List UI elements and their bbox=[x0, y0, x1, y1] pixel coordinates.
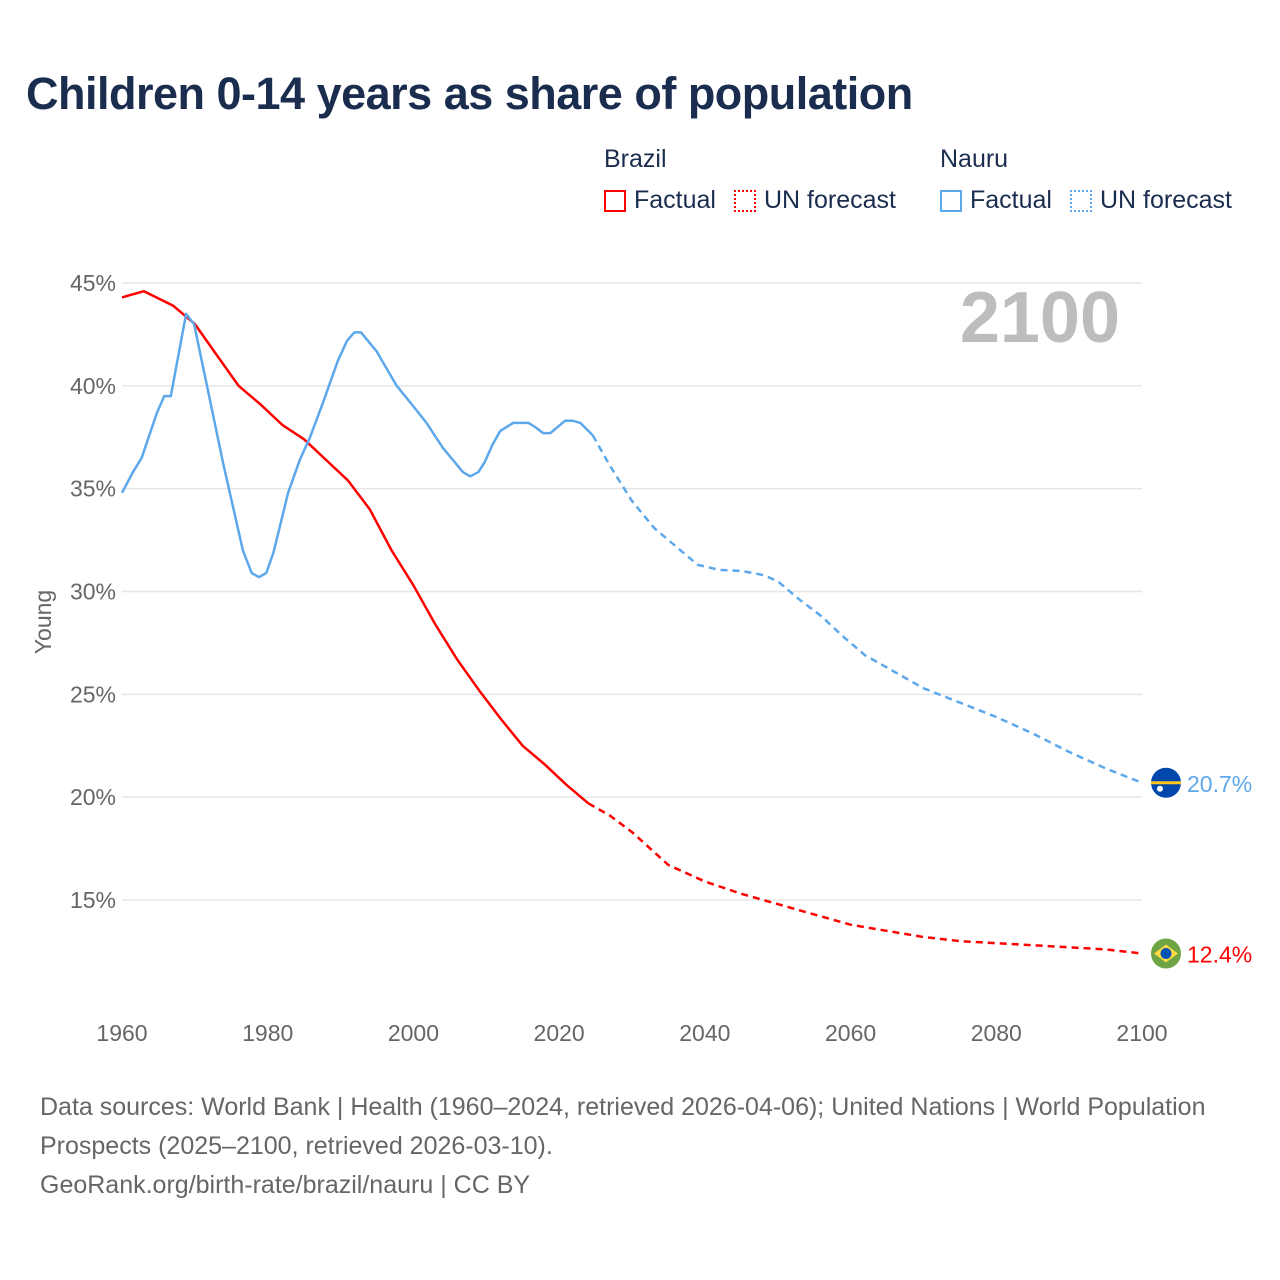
x-tick-label: 2080 bbox=[971, 1020, 1022, 1046]
chart-title: Children 0-14 years as share of populati… bbox=[26, 68, 913, 119]
y-tick-label: 45% bbox=[70, 270, 116, 296]
legend-group-nauru: Nauru Factual UN forecast bbox=[940, 145, 1250, 215]
flag-globe bbox=[1160, 947, 1172, 959]
flag-star bbox=[1157, 785, 1163, 792]
dotted-swatch-icon bbox=[1069, 189, 1092, 212]
legend-group-brazil: Brazil Factual UN forecast bbox=[604, 145, 914, 215]
nauru-forecast-line bbox=[591, 434, 1143, 784]
x-tick-label: 1980 bbox=[242, 1020, 293, 1046]
credit-link[interactable]: GeoRank.org/birth-rate/brazil/nauru | CC… bbox=[40, 1171, 531, 1199]
legend-label: UN forecast bbox=[763, 186, 896, 214]
flag-stripe bbox=[1151, 781, 1181, 785]
legend-group-title: Brazil bbox=[604, 145, 667, 173]
brazil-factual-line bbox=[121, 289, 590, 805]
legend-item-nauru-factual[interactable]: Factual bbox=[940, 186, 1052, 215]
legend-label: Factual bbox=[634, 186, 716, 214]
y-tick-label: 20% bbox=[70, 784, 116, 810]
x-tick-label: 2100 bbox=[1116, 1020, 1167, 1046]
footer: Data sources: World Bank | Health (1960–… bbox=[40, 1088, 1240, 1205]
y-tick-label: 40% bbox=[70, 373, 116, 399]
brazil-flag-icon bbox=[1151, 938, 1181, 969]
y-tick-label: 30% bbox=[70, 579, 116, 605]
end-value-label: 20.7% bbox=[1187, 771, 1252, 797]
y-tick-label: 15% bbox=[70, 887, 116, 913]
brazil-forecast-line bbox=[587, 802, 1143, 955]
solid-swatch-icon bbox=[604, 189, 626, 212]
legend-item-nauru-forecast[interactable]: UN forecast bbox=[1069, 186, 1232, 215]
dotted-swatch-icon bbox=[733, 189, 756, 212]
legend-label: UN forecast bbox=[1099, 186, 1232, 214]
legend-item-brazil-forecast[interactable]: UN forecast bbox=[733, 186, 896, 215]
solid-swatch-icon bbox=[940, 189, 962, 212]
y-tick-label: 25% bbox=[70, 681, 116, 707]
legend-item-brazil-factual[interactable]: Factual bbox=[604, 186, 716, 215]
end-value-label: 12.4% bbox=[1187, 941, 1252, 967]
legend-label: Factual bbox=[970, 186, 1052, 214]
year-watermark: 2100 bbox=[960, 278, 1120, 358]
x-tick-label: 2060 bbox=[825, 1020, 876, 1046]
nauru-flag-icon bbox=[1151, 767, 1181, 798]
x-tick-label: 2020 bbox=[534, 1020, 585, 1046]
line-chart: 15% 20% 25% 30% 35% 40% 45% 1960 1980 2000 2020 204… bbox=[30, 270, 1252, 1046]
y-axis-label: Young bbox=[30, 590, 56, 654]
x-tick-label: 1960 bbox=[96, 1020, 147, 1046]
y-tick-label: 35% bbox=[70, 476, 116, 502]
data-sources: Data sources: World Bank | Health (1960–… bbox=[40, 1093, 1206, 1160]
x-tick-label: 2040 bbox=[679, 1020, 730, 1046]
nauru-factual-line bbox=[120, 312, 594, 579]
legend-group-title: Nauru bbox=[940, 145, 1009, 173]
x-tick-label: 2000 bbox=[388, 1020, 439, 1046]
